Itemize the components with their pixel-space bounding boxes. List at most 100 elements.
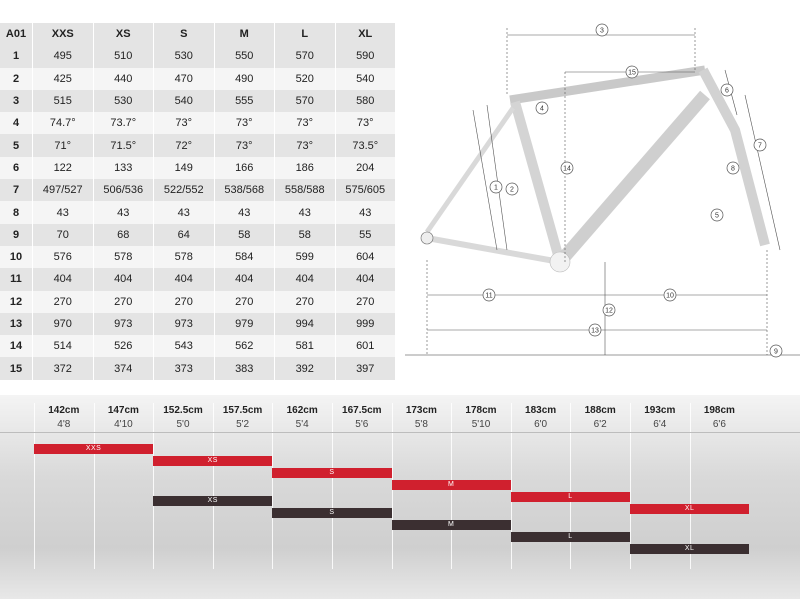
table-row: 10 576 578 578 584 599 604 — [0, 245, 396, 269]
size-range-bar: XL — [630, 544, 750, 554]
height-cm-label: 147cm — [107, 405, 139, 416]
callout-label: 9 — [774, 349, 778, 356]
height-ft-label: 5'4 — [295, 419, 309, 430]
callout-marker — [602, 303, 616, 317]
table-cell: 530 — [153, 45, 215, 68]
height-cm-label: 157.5cm — [222, 405, 263, 416]
table-cell: 506/536 — [93, 179, 154, 202]
table-cell: 270 — [335, 290, 396, 313]
size-header: M — [214, 23, 275, 46]
table-row: 8 43 43 43 43 43 43 — [0, 201, 396, 224]
table-cell: 43 — [274, 201, 336, 224]
height-cm-label: 142cm — [48, 405, 80, 416]
callout-label: 13 — [591, 328, 599, 335]
table-cell: 43 — [214, 201, 275, 224]
table-cell: 73° — [274, 112, 336, 135]
table-cell: 440 — [93, 67, 154, 90]
callout-label: 8 — [731, 166, 735, 173]
row-label: 12 — [0, 290, 33, 313]
callout-marker — [560, 161, 574, 175]
table-cell: 204 — [335, 156, 396, 180]
table-cell: 470 — [153, 67, 215, 90]
table-cell: 133 — [93, 156, 154, 180]
table-row: 4 74.7° 73.7° 73° 73° 73° 73° — [0, 112, 396, 135]
height-ft-label: 4'8 — [57, 419, 71, 430]
table-cell: 497/527 — [32, 179, 94, 202]
callout-label: 7 — [758, 143, 762, 150]
height-ft-label: 5'8 — [414, 419, 428, 430]
height-cm-label: 183cm — [525, 405, 557, 416]
table-cell: 562 — [214, 335, 275, 358]
height-cm-label: 188cm — [584, 405, 616, 416]
column-divider — [570, 403, 572, 569]
table-row: 1 495 510 530 550 570 590 — [0, 45, 396, 68]
row-label: 7 — [0, 179, 33, 202]
callout-marker — [535, 101, 549, 115]
table-cell: 43 — [335, 201, 396, 224]
height-ft-label: 6'6 — [712, 419, 726, 430]
callout-marker — [726, 161, 740, 175]
table-cell: 520 — [274, 67, 336, 90]
size-range-bar: S — [272, 468, 392, 478]
table-row: 5 71° 71.5° 72° 73° 73° 73.5° — [0, 134, 396, 157]
callout-marker — [489, 180, 503, 194]
size-header: XL — [335, 23, 396, 46]
table-cell: 73° — [214, 112, 275, 135]
table-row: 15 372 374 373 383 392 397 — [0, 357, 396, 380]
table-cell: 270 — [32, 290, 94, 313]
table-cell: 999 — [335, 312, 396, 336]
size-range-bar: L — [510, 492, 630, 502]
table-cell: 522/552 — [153, 179, 215, 202]
callout-marker — [595, 23, 609, 37]
table-cell: 43 — [32, 201, 94, 224]
size-header: L — [274, 23, 336, 46]
height-ft-label: 5'6 — [355, 419, 369, 430]
callout-marker — [769, 344, 783, 358]
table-cell: 270 — [153, 290, 215, 313]
height-ft-label: 5'2 — [236, 419, 250, 430]
column-divider — [332, 403, 333, 569]
row-label: 4 — [0, 112, 33, 135]
table-cell: 70 — [32, 223, 94, 246]
table-cell: 43 — [153, 201, 215, 224]
callout-label: 1 — [494, 185, 498, 192]
height-ft-label: 4'10 — [114, 419, 133, 430]
table-cell: 540 — [153, 89, 215, 113]
column-divider — [510, 403, 512, 569]
row-label: 5 — [0, 134, 33, 157]
callout-marker — [482, 288, 496, 302]
table-cell: 604 — [335, 245, 396, 269]
table-cell: 43 — [93, 201, 154, 224]
callout-label: 15 — [628, 70, 636, 77]
height-cm-label: 173cm — [405, 405, 437, 416]
callout-label: 14 — [563, 166, 571, 173]
row-label: 3 — [0, 89, 33, 113]
table-cell: 530 — [93, 89, 154, 113]
table-row: 12 270 270 270 270 270 270 — [0, 290, 396, 313]
table-cell: 576 — [32, 245, 94, 269]
table-cell: 550 — [214, 45, 275, 68]
table-cell: 404 — [274, 268, 336, 291]
table-cell: 73° — [153, 112, 215, 135]
rider-height-size-chart: 142cm 4'8 147cm 4'10 152.5cm 5'0 157.5cm 5'2 162… — [0, 395, 800, 599]
row-label: 15 — [0, 357, 33, 380]
height-ft-label: 6'2 — [593, 419, 607, 430]
table-corner-label: A01 — [0, 23, 33, 46]
table-cell: 68 — [93, 223, 154, 246]
table-row: 11 404 404 404 404 404 404 — [0, 268, 396, 291]
row-label: 13 — [0, 312, 33, 336]
table-cell: 58 — [274, 223, 336, 246]
size-range-bar: XS — [153, 456, 273, 466]
table-cell: 404 — [153, 268, 215, 291]
callout-marker — [663, 288, 677, 302]
table-row: 3 515 530 540 555 570 580 — [0, 89, 396, 113]
table-cell: 495 — [32, 45, 94, 68]
row-label: 14 — [0, 335, 33, 358]
table-cell: 72° — [153, 134, 215, 157]
height-cm-label: 193cm — [644, 405, 676, 416]
table-cell: 73° — [274, 134, 336, 157]
table-cell: 149 — [153, 156, 215, 180]
table-cell: 397 — [335, 357, 396, 380]
column-divider — [93, 403, 95, 569]
table-header-row: A01 XXS XS S M L XL — [0, 23, 396, 46]
